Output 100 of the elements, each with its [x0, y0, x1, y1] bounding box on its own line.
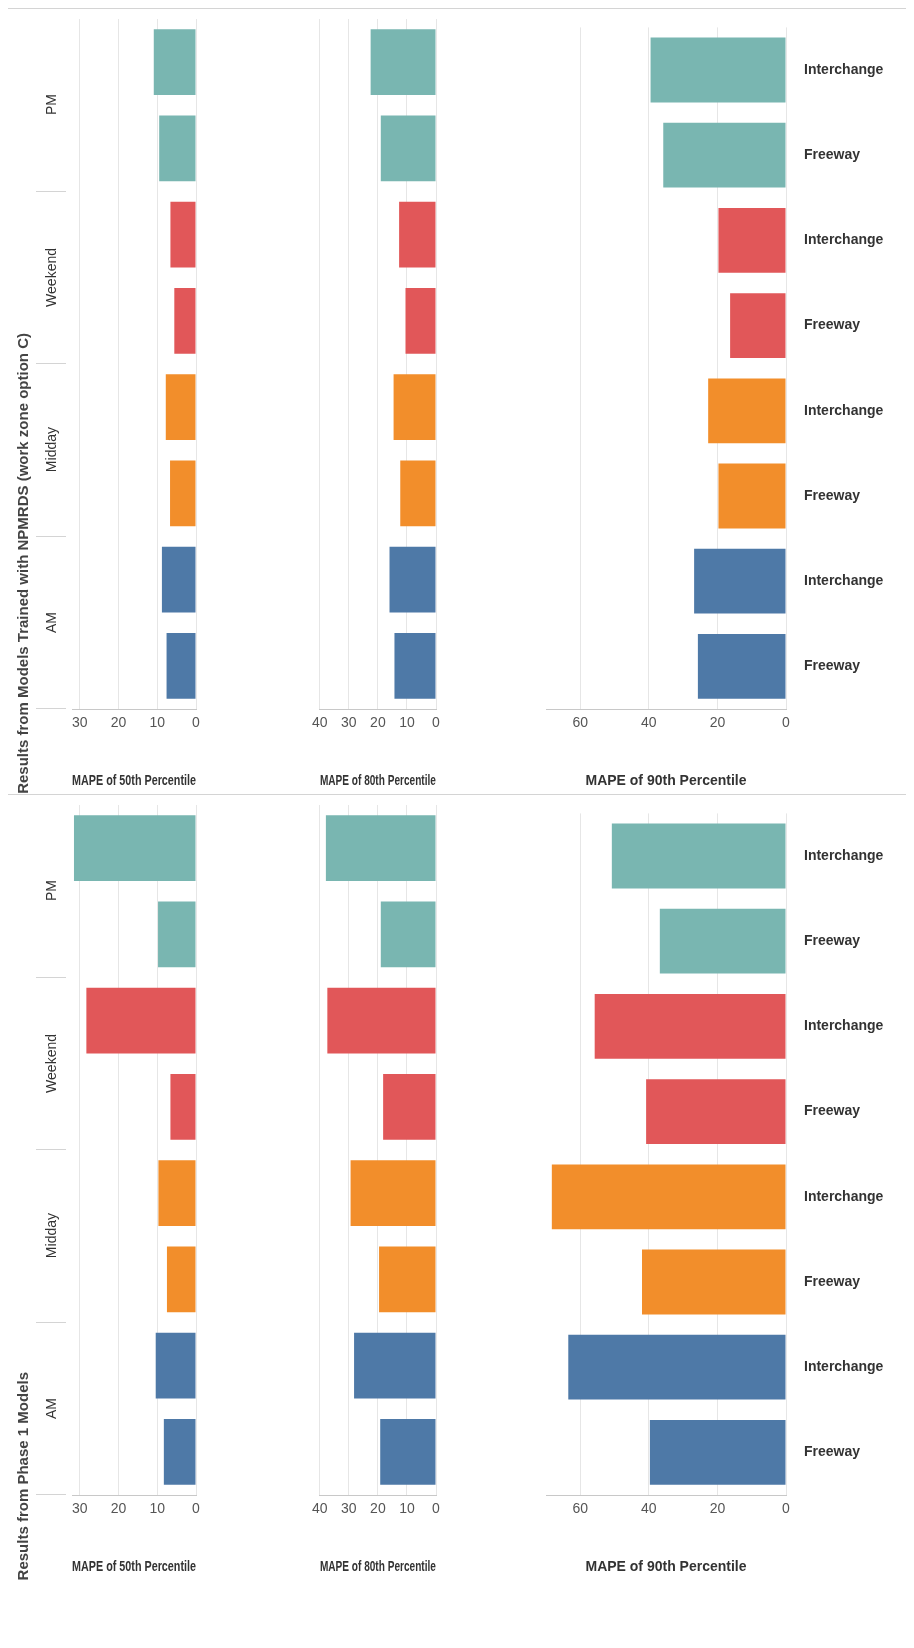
- bar: [400, 460, 436, 527]
- bar: [380, 115, 436, 182]
- bar: [325, 815, 436, 881]
- bar: [650, 37, 786, 103]
- bar: [594, 994, 786, 1059]
- x-tick-label: 40: [641, 1500, 657, 1517]
- bar: [383, 1074, 436, 1140]
- bar: [170, 460, 196, 527]
- y-tick-label: Interchange: [804, 1017, 884, 1034]
- x-tick-label: 40: [641, 714, 657, 731]
- bar: [389, 546, 436, 613]
- bar: [166, 633, 196, 699]
- y-tick-label: Freeway: [804, 146, 861, 163]
- bar: [159, 115, 196, 182]
- bar: [370, 29, 436, 95]
- bar: [350, 1160, 436, 1226]
- x-tick-label: 40: [312, 1500, 328, 1517]
- x-tick-label: 20: [110, 714, 127, 731]
- bar: [170, 201, 196, 268]
- y-tick-label: Freeway: [804, 657, 861, 674]
- bar: [158, 1160, 196, 1226]
- bar: [174, 288, 196, 354]
- bar: [659, 908, 786, 974]
- text: Results from Phase 1 Models: [13, 1371, 31, 1580]
- x-tick-label: 20: [370, 1500, 386, 1517]
- text: Midday: [43, 427, 59, 473]
- bar: [551, 1164, 786, 1230]
- bar: [379, 1246, 436, 1313]
- x-axis-title: MAPE of 50th Percentile: [72, 1559, 197, 1575]
- x-tick-label: 30: [341, 714, 357, 731]
- bar: [649, 1420, 786, 1485]
- y-tick-label: Interchange: [804, 231, 884, 248]
- bar: [166, 1246, 196, 1313]
- x-tick-label: 0: [432, 714, 441, 731]
- text: AM: [43, 611, 59, 633]
- x-axis-title: MAPE of 90th Percentile: [585, 772, 747, 789]
- bar: [718, 463, 786, 529]
- bar: [155, 1332, 196, 1399]
- text: AM: [43, 1397, 59, 1419]
- x-tick-label: 30: [341, 1500, 357, 1517]
- bar: [380, 1419, 436, 1485]
- bar: [642, 1249, 786, 1315]
- y-tick-label: Freeway: [804, 486, 861, 503]
- bar: [405, 288, 436, 354]
- x-axis-title: MAPE of 90th Percentile: [585, 1558, 747, 1575]
- x-tick-label: 60: [572, 714, 589, 731]
- bar: [165, 374, 196, 440]
- text: PM: [43, 880, 59, 902]
- bar: [170, 1074, 196, 1140]
- x-tick-label: 20: [110, 1500, 127, 1517]
- x-axis-title: MAPE of 80th Percentile: [319, 1558, 437, 1575]
- x-tick-label: 60: [572, 1500, 589, 1517]
- text: Results from Models Trained with NPMRDS (work zone option C): [13, 333, 31, 794]
- x-tick-label: 10: [149, 1500, 166, 1517]
- x-tick-label: 0: [192, 714, 201, 731]
- bar: [394, 633, 436, 699]
- y-tick-label: Interchange: [804, 846, 884, 863]
- y-tick-label: Freeway: [804, 932, 861, 949]
- bar: [393, 374, 436, 440]
- x-axis-title: MAPE of 80th Percentile: [319, 772, 437, 789]
- text: Weekend: [43, 1033, 59, 1093]
- x-tick-label: 20: [709, 714, 726, 731]
- bar: [158, 901, 196, 968]
- y-tick-label: Interchange: [804, 1358, 884, 1375]
- y-tick-label: Interchange: [804, 401, 884, 418]
- bar: [380, 901, 436, 968]
- x-tick-label: 10: [399, 1500, 415, 1517]
- bar: [694, 548, 786, 614]
- y-tick-label: Freeway: [804, 1443, 861, 1460]
- x-tick-label: 20: [370, 714, 386, 731]
- x-tick-label: 30: [72, 714, 88, 731]
- bar: [163, 1419, 196, 1485]
- x-axis-title: MAPE of 50th Percentile: [72, 773, 197, 789]
- y-tick-label: Interchange: [804, 1187, 884, 1204]
- text: Midday: [43, 1213, 59, 1259]
- x-tick-label: 0: [782, 714, 791, 731]
- y-tick-label: Freeway: [804, 1102, 861, 1119]
- x-tick-label: 10: [149, 714, 166, 731]
- bar: [153, 29, 196, 95]
- bar: [161, 546, 196, 613]
- y-tick-label: Freeway: [804, 316, 861, 333]
- bar: [327, 987, 436, 1054]
- bar: [718, 208, 786, 273]
- bar: [708, 378, 786, 444]
- x-tick-label: 0: [432, 1500, 441, 1517]
- bar: [697, 634, 786, 699]
- x-tick-label: 0: [192, 1500, 201, 1517]
- bar: [646, 1079, 786, 1144]
- bar: [611, 823, 786, 889]
- bar: [73, 815, 196, 881]
- x-tick-label: 20: [709, 1500, 726, 1517]
- text: Weekend: [43, 247, 59, 307]
- text: PM: [43, 94, 59, 116]
- x-tick-label: 40: [312, 714, 328, 731]
- bar: [663, 122, 786, 188]
- x-tick-label: 10: [399, 714, 415, 731]
- y-tick-label: Freeway: [804, 1272, 861, 1289]
- bar: [730, 293, 786, 358]
- x-tick-label: 0: [782, 1500, 791, 1517]
- bar: [568, 1334, 786, 1400]
